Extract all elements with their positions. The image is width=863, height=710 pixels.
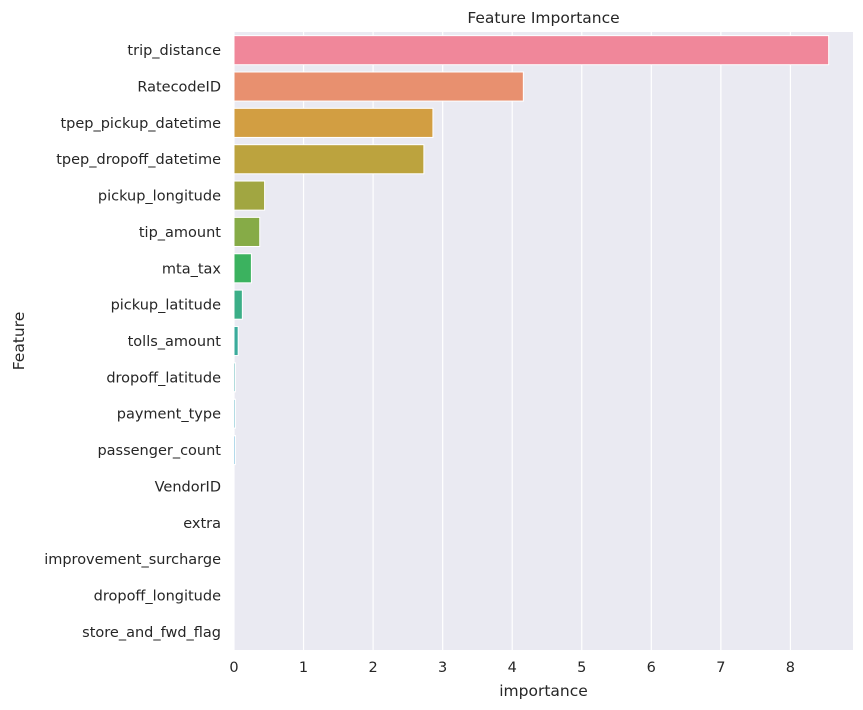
bar-pickup_latitude — [233, 289, 243, 320]
x-tick-labels: 0 1 2 3 4 5 6 7 8 — [229, 660, 795, 676]
bar-tip_amount — [233, 216, 261, 247]
bar-trip_distance — [233, 35, 830, 66]
x-tick-label: 3 — [438, 660, 447, 676]
x-tick-label: 7 — [716, 660, 725, 676]
bar-tolls_amount — [233, 325, 239, 357]
x-tick-label: 0 — [229, 660, 238, 676]
category-label: improvement_surcharge — [44, 552, 221, 568]
bars — [233, 35, 830, 466]
category-label: mta_tax — [162, 261, 222, 277]
category-label: dropoff_longitude — [94, 588, 221, 604]
x-tick-label: 4 — [508, 660, 517, 676]
chart-title: Feature Importance — [467, 9, 619, 27]
category-label: extra — [183, 516, 221, 532]
bar-mta_tax — [233, 253, 252, 284]
category-label: payment_type — [117, 407, 221, 423]
category-label: store_and_fwd_flag — [82, 625, 221, 641]
bar-payment_type — [233, 398, 236, 429]
category-labels: trip_distance RatecodeID tpep_pickup_datet… — [44, 43, 221, 641]
bar-passenger_count — [233, 435, 236, 466]
bar-pickup_longitude — [233, 180, 266, 211]
x-tick-label: 8 — [786, 660, 795, 676]
category-label: RatecodeID — [137, 80, 221, 96]
x-tick-label: 2 — [368, 660, 377, 676]
category-label: pickup_latitude — [111, 298, 222, 314]
x-tick-label: 1 — [299, 660, 308, 676]
category-label: tpep_pickup_datetime — [60, 116, 221, 132]
x-axis-label: importance — [499, 682, 588, 700]
bar-tpep_dropoff_datetime — [233, 144, 425, 175]
bar-dropoff_latitude — [233, 362, 236, 393]
x-tick-label: 6 — [647, 660, 656, 676]
category-label: passenger_count — [97, 443, 221, 459]
bar-tpep_pickup_datetime — [233, 107, 434, 138]
category-label: tolls_amount — [128, 334, 222, 350]
y-axis-label: Feature — [10, 312, 28, 371]
category-label: pickup_longitude — [98, 189, 221, 205]
bar-RatecodeID — [233, 71, 524, 102]
category-label: tip_amount — [139, 225, 221, 241]
category-label: tpep_dropoff_datetime — [56, 152, 221, 168]
category-label: VendorID — [155, 479, 221, 495]
x-tick-label: 5 — [577, 660, 586, 676]
category-label: trip_distance — [127, 43, 221, 59]
category-label: dropoff_latitude — [106, 370, 221, 386]
